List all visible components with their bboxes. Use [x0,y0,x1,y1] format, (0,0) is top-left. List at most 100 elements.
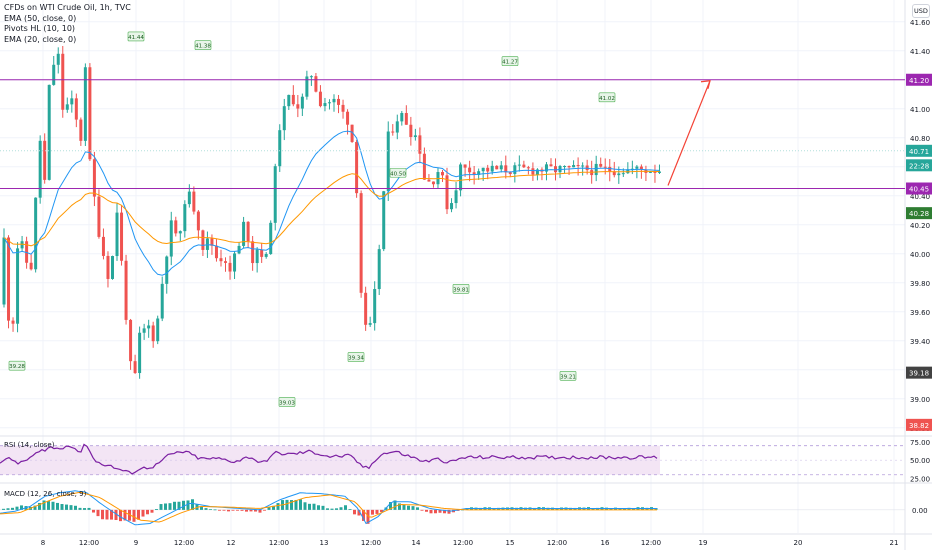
time-tick-label: 12:00 [269,539,289,547]
rsi-tick-label: 75.00 [910,439,930,447]
pivot-label-high: 41.02 [598,92,616,103]
candle-body [70,98,74,105]
symbol-title[interactable]: CFDs on WTI Crude Oil, 1h, TVC [4,3,131,12]
candle-body [106,255,110,279]
macd-histogram-bar [258,509,262,513]
candle-body [499,165,503,170]
candle-body [585,165,589,171]
indicator-ema50-legend[interactable]: EMA (50, close, 0) [4,13,77,23]
macd-histogram-bar [263,509,266,511]
price-tag-text: 22:28 [909,162,929,170]
candle-body [20,241,24,249]
candle-body [440,172,444,176]
macd-histogram-bar [456,509,460,511]
candle-body [260,249,264,257]
candle-body [513,165,517,174]
macd-histogram-bar [74,505,77,510]
candle-body [309,76,313,78]
price-tick-label: 39.80 [910,280,930,288]
candle-body [88,67,92,160]
candle-body [79,119,83,141]
macd-histogram-bar [249,509,253,512]
candle-body [486,167,490,172]
candle-body [192,191,196,212]
pivot-label-box [8,360,26,371]
macd-histogram-bar [344,505,347,510]
macd-histogram-bar [110,509,113,520]
candle-body [133,361,137,374]
candle-body [327,102,331,104]
candle-body [210,238,214,246]
candle-body [83,67,87,141]
candle-body [504,165,508,173]
macd-histogram-bar [173,501,176,510]
macd-histogram-bar [362,509,365,521]
candle-body [617,173,621,176]
candle-body [535,169,539,175]
currency-button[interactable]: USD [912,4,930,18]
time-tick-label: 12:00 [453,539,473,547]
candle-body [608,166,612,172]
candle-body [38,140,42,198]
macd-histogram-bar [353,509,356,515]
rsi-tick-label: 25.00 [910,475,930,483]
macd-histogram-bar [312,503,316,510]
candle-body [508,172,512,174]
candle-body [581,165,585,167]
pivot-label-box [347,352,365,362]
candle-body [7,237,11,321]
candle-body [255,249,259,264]
time-tick-label: 12:00 [641,539,661,547]
time-tick-label: 9 [134,539,138,547]
macd-histogram-bar [56,502,59,510]
price-tag-text: 39.18 [909,370,929,378]
macd-histogram-bar [141,509,145,517]
pivot-label-low: 39.03 [278,397,295,407]
candle-body [110,256,114,279]
candle-body [386,131,390,192]
macd-histogram-bar [398,503,401,510]
macd-signal-line [0,491,657,523]
macd-histogram-bar [330,508,334,510]
candle-body [2,237,6,305]
macd-histogram-bar [168,503,172,510]
candle-body [413,135,417,138]
pivot-label-text: 40.50 [390,171,406,177]
pivot-label-high: 40.50 [389,167,407,178]
macd-histogram-bar [227,509,230,512]
price-tag-box [906,207,932,220]
macd-histogram-bar [326,508,329,510]
price-tag: 40.45 [906,182,932,195]
macd-histogram-bar [299,499,302,510]
candle-body [151,325,155,342]
price-tick-label: 40.80 [910,135,930,143]
macd-histogram-bar [245,509,248,512]
macd-histogram-bar [276,503,280,510]
candle-body [594,163,598,176]
indicator-pivots-legend[interactable]: Pivots HL (10, 10) [4,24,76,33]
pivot-label-box [389,167,407,178]
price-tick-label: 41.60 [910,19,930,27]
candle-body [246,221,250,242]
candle-body [495,165,499,170]
macd-histogram-bar [285,499,289,510]
macd-histogram-bar [33,505,37,510]
grid-layer [0,0,905,533]
candle-body [477,171,481,175]
pivot-label-high: 41.38 [194,40,211,50]
price-tick-label: 41.00 [910,106,930,114]
macd-histogram-bar [78,507,82,510]
candle-body [648,171,652,173]
macd-tick-label: 0.00 [912,507,928,515]
indicator-ema20-legend[interactable]: EMA (20, close, 0) [4,34,77,44]
pivot-label-high: 41.27 [501,56,518,66]
candle-body [567,165,571,168]
pivot-label-low: 39.34 [347,352,365,362]
rsi-legend: RSI (14, close) [4,441,55,449]
candle-body [269,222,273,254]
candle-body [300,96,304,109]
price-tag-box [906,182,932,195]
pivot-label-text: 39.28 [9,364,25,370]
macd-histogram-bar [231,509,235,511]
